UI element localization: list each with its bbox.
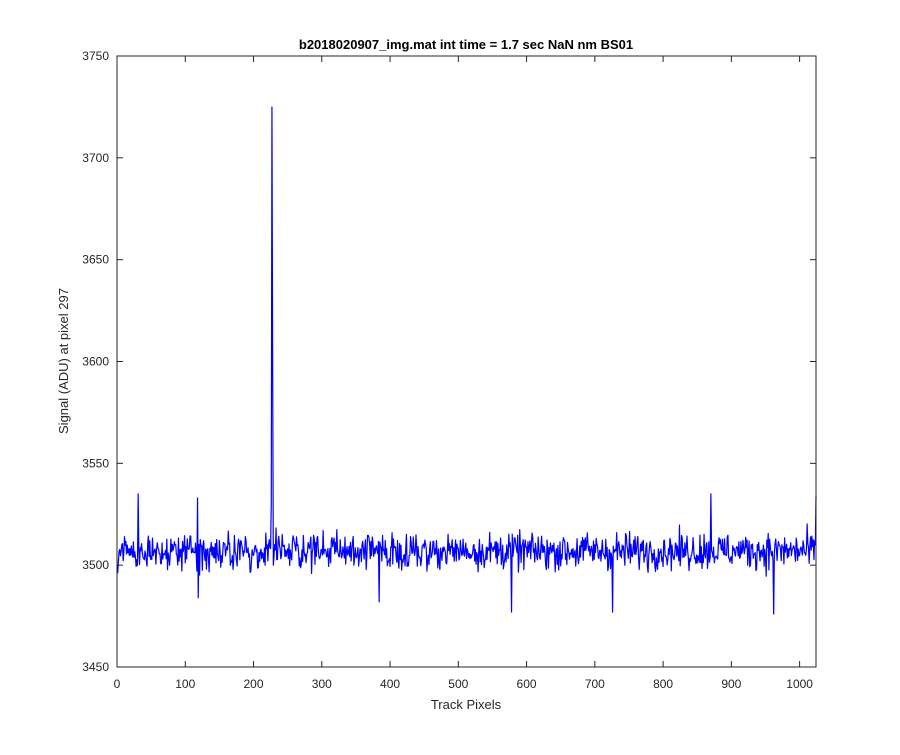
y-tick-label-4: 3650 <box>82 253 109 267</box>
y-tick-label-1: 3500 <box>82 558 109 572</box>
y-axis-label: Signal (ADU) at pixel 297 <box>56 288 71 434</box>
y-tick-label-0: 3450 <box>82 660 109 674</box>
x-tick-label-8: 800 <box>653 677 673 691</box>
x-tick-label-5: 500 <box>448 677 468 691</box>
chart-title: b2018020907_img.mat int time = 1.7 sec N… <box>299 37 633 52</box>
x-tick-label-3: 300 <box>312 677 332 691</box>
x-axis-label: Track Pixels <box>431 697 502 712</box>
plot-area <box>117 56 816 667</box>
y-axis: 3450 3500 3550 3600 3650 3700 3750 <box>82 49 816 674</box>
y-tick-label-6: 3750 <box>82 49 109 63</box>
x-tick-label-9: 900 <box>721 677 741 691</box>
y-tick-label-2: 3550 <box>82 456 109 470</box>
series-line-0 <box>117 106 817 615</box>
x-tick-label-4: 400 <box>380 677 400 691</box>
y-tick-label-3: 3600 <box>82 355 109 369</box>
x-tick-label-2: 200 <box>244 677 264 691</box>
y-tick-label-5: 3700 <box>82 151 109 165</box>
x-tick-label-6: 600 <box>517 677 537 691</box>
x-tick-label-0: 0 <box>114 677 121 691</box>
series-layer <box>117 106 817 615</box>
x-tick-label-7: 700 <box>585 677 605 691</box>
x-axis: 0 100 200 300 400 500 600 700 800 900 1000 <box>114 56 813 691</box>
x-tick-label-1: 100 <box>175 677 195 691</box>
x-tick-label-10: 1000 <box>786 677 813 691</box>
